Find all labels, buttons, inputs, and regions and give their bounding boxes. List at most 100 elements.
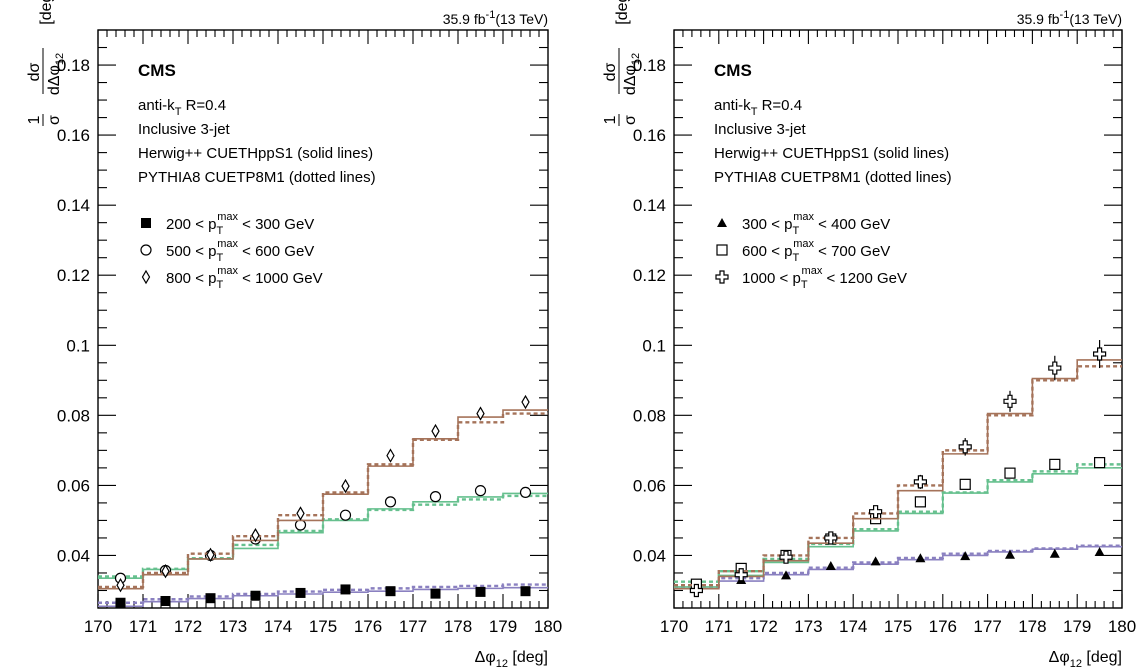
y-tick-label: 0.06 xyxy=(633,476,666,495)
annotation-line: Herwig++ CUETHppS1 (solid lines) xyxy=(138,145,373,162)
legend-marker xyxy=(715,270,729,284)
y-axis-label-dsigma: dσ xyxy=(26,62,43,81)
annotation-line: Herwig++ CUETHppS1 (solid lines) xyxy=(714,145,949,162)
data-point xyxy=(115,597,126,608)
series-open-diamond xyxy=(98,394,548,593)
x-tick-label: 172 xyxy=(749,617,777,636)
data-point xyxy=(913,475,927,489)
data-point xyxy=(1093,457,1106,469)
data-point xyxy=(1049,548,1060,558)
chart-panel-2: 170 171 172 173 174 175 176 177 178 179 1800.040.0… xyxy=(602,0,1136,670)
x-axis-label: Δφ12 [deg] xyxy=(1049,649,1122,670)
x-tick-label: 179 xyxy=(1063,617,1091,636)
data-point xyxy=(386,448,395,463)
y-tick-label: 0.16 xyxy=(633,126,666,145)
x-tick-label: 174 xyxy=(839,617,867,636)
data-point xyxy=(1094,546,1105,556)
annotation-line: Inclusive 3-jet xyxy=(138,121,231,138)
legend-entry: 800 < pTmax < 1000 GeV xyxy=(166,265,323,291)
x-axis-label: Δφ12 [deg] xyxy=(475,649,548,670)
y-tick-label: 0.06 xyxy=(57,476,90,495)
y-tick-label: 0.1 xyxy=(642,336,666,355)
algo-label: anti-kT R=0.4 xyxy=(138,97,226,118)
y-tick-label: 0.1 xyxy=(66,336,90,355)
legend-marker xyxy=(141,218,151,228)
y-axis-label-dphi: dΔφ12 xyxy=(622,53,642,95)
pythia-step-line xyxy=(98,412,548,589)
legend-marker xyxy=(141,269,151,285)
data-point xyxy=(250,590,261,601)
x-tick-label: 175 xyxy=(884,617,912,636)
y-tick-label: 0.12 xyxy=(633,266,666,285)
data-point xyxy=(206,547,215,562)
data-point xyxy=(296,506,305,521)
data-point xyxy=(385,586,396,597)
data-point xyxy=(869,505,883,519)
data-point xyxy=(1048,361,1062,375)
data-point xyxy=(476,406,485,421)
data-point xyxy=(431,423,440,439)
x-tick-label: 180 xyxy=(534,617,562,636)
series-filled-square xyxy=(98,583,548,608)
y-tick-label: 0.12 xyxy=(57,266,90,285)
y-axis-label-one: 1 xyxy=(602,115,619,124)
data-point xyxy=(294,519,307,531)
y-axis-label-dsigma: dσ xyxy=(602,62,619,81)
data-point xyxy=(958,440,972,454)
y-axis-label-one: 1 xyxy=(26,115,43,124)
legend-entry: 1000 < pTmax < 1200 GeV xyxy=(742,265,907,291)
herwig-step-line xyxy=(98,409,548,590)
y-tick-label: 0.08 xyxy=(57,406,90,425)
x-tick-label: 172 xyxy=(174,617,202,636)
y-axis-label-dphi: dΔφ12 xyxy=(46,53,66,95)
data-point xyxy=(914,496,927,508)
series-open-cross xyxy=(674,340,1122,598)
x-tick-label: 174 xyxy=(264,617,292,636)
data-point xyxy=(824,531,838,545)
data-point xyxy=(340,584,351,595)
data-point xyxy=(734,568,748,582)
data-point xyxy=(161,564,170,579)
annotation-line: Inclusive 3-jet xyxy=(714,121,807,138)
data-point xyxy=(205,593,216,604)
data-point xyxy=(960,551,971,561)
x-tick-label: 173 xyxy=(794,617,822,636)
data-point xyxy=(1005,549,1015,559)
lumi-label: 35.9 fb-1(13 TeV) xyxy=(443,9,548,27)
x-tick-label: 171 xyxy=(705,617,733,636)
x-tick-label: 177 xyxy=(399,617,427,636)
x-tick-label: 176 xyxy=(929,617,957,636)
y-axis: 0.04 0.06 0.08 0.1 0.12 0.14 0.16 0.18 xyxy=(633,29,1122,609)
x-axis: 170 171 172 173 174 175 176 177 178 179 180 xyxy=(84,30,562,636)
data-point xyxy=(959,478,971,490)
y-tick-label: 0.14 xyxy=(57,196,90,215)
legend-entry: 300 < pTmax < 400 GeV xyxy=(742,211,890,237)
legend-marker xyxy=(717,218,727,227)
herwig-step-line xyxy=(98,586,548,608)
pythia-step-line xyxy=(674,365,1122,587)
legend-entry: 600 < pTmax < 700 GeV xyxy=(742,238,890,264)
x-tick-label: 170 xyxy=(84,617,112,636)
legend-marker xyxy=(140,244,152,256)
data-point xyxy=(116,578,125,593)
y-axis-label-sigma: σ xyxy=(622,115,639,125)
data-point xyxy=(779,550,793,564)
annotation-line: PYTHIA8 CUETP8M1 (dotted lines) xyxy=(714,169,952,186)
data-point xyxy=(520,586,531,597)
data-point xyxy=(870,556,881,566)
data-point xyxy=(519,486,532,498)
x-tick-label: 178 xyxy=(1018,617,1046,636)
legend-entry: 500 < pTmax < 600 GeV xyxy=(166,238,314,264)
legend-entry: 200 < pTmax < 300 GeV xyxy=(166,211,314,237)
y-tick-label: 0.08 xyxy=(633,406,666,425)
y-axis: 0.04 0.06 0.08 0.1 0.12 0.14 0.16 0.18 xyxy=(57,29,548,609)
data-point xyxy=(689,583,703,598)
cms-label: CMS xyxy=(138,61,176,80)
x-tick-label: 177 xyxy=(973,617,1001,636)
data-point xyxy=(341,478,350,494)
data-point xyxy=(475,586,486,597)
y-tick-label: 0.18 xyxy=(633,56,666,75)
